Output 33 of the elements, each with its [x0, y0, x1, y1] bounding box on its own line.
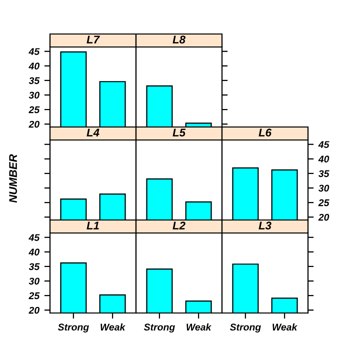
x-tick-label: Weak — [186, 323, 212, 331]
x-tick-label: Strong — [230, 324, 261, 332]
y-tick-label: 45 — [318, 141, 330, 148]
y-tick-label: 25 — [318, 199, 330, 206]
chart-title: L4 — [86, 128, 100, 136]
x-tick-label: Strong — [144, 324, 175, 332]
y-tick-label: 45 — [28, 234, 40, 241]
chart-title: L1 — [86, 222, 99, 230]
y-tick-label: 35 — [28, 263, 40, 270]
chart-title: L5 — [172, 128, 186, 136]
chart-title: L6 — [258, 128, 272, 136]
y-tick-label: 20 — [28, 306, 40, 314]
y-tick-label: 45 — [28, 48, 40, 55]
y-tick-label: 30 — [318, 184, 330, 192]
y-tick-label: 25 — [28, 292, 40, 300]
y-tick-label: 40 — [28, 248, 40, 256]
chart-title: L8 — [172, 36, 186, 44]
chart-title: L2 — [172, 222, 186, 230]
y-tick-label: 40 — [28, 62, 40, 70]
y-tick-label: 30 — [28, 278, 40, 285]
y-tick-label: 40 — [318, 156, 330, 163]
x-tick-label: Weak — [272, 323, 298, 331]
chart-title: L3 — [258, 222, 272, 230]
y-tick-label: 35 — [28, 77, 40, 84]
x-tick-label: Strong — [58, 324, 89, 332]
y-tick-label: 20 — [318, 214, 330, 221]
y-axis-title: NUMBER — [9, 154, 17, 203]
y-tick-label: 30 — [28, 92, 40, 99]
y-tick-label: 20 — [28, 120, 40, 128]
y-tick-label: 25 — [28, 106, 40, 114]
x-tick-label: Weak — [100, 323, 126, 331]
chart-title: L7 — [86, 36, 100, 44]
y-tick-label: 35 — [318, 170, 330, 178]
